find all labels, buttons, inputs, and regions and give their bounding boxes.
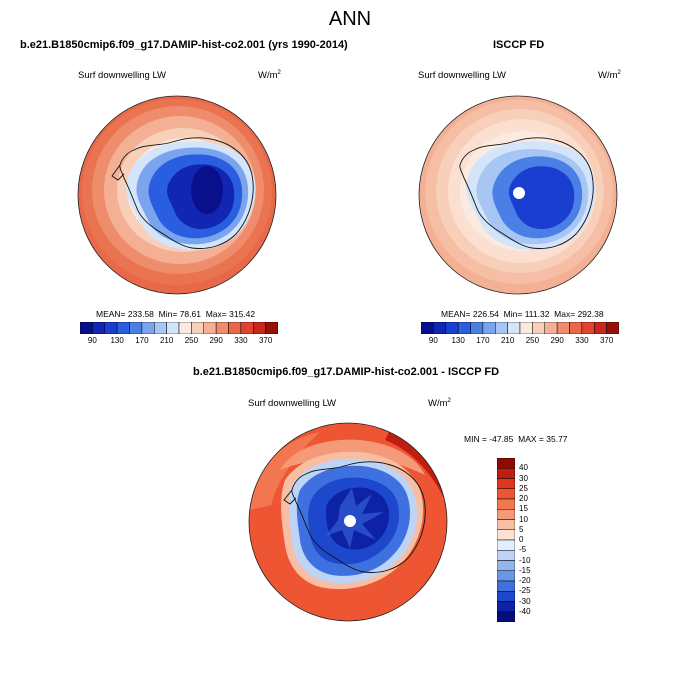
colorbar-tick-label: -10 [519,555,531,565]
colorbar-tick-label: -20 [519,576,531,585]
colorbar-swatch [497,560,515,571]
colorbar-tick-label: 290 [209,336,223,345]
colorbar-tick-label: 370 [258,336,273,345]
panel-1-colorbar-ticks: 90 130 170 210 250 290 330 370 [80,336,278,348]
colorbar-swatch [497,458,515,469]
colorbar-tick-label: 330 [234,336,248,345]
colorbar-tick-label: 210 [500,336,515,345]
colorbar-swatch [497,591,515,602]
colorbar-swatch [497,488,515,500]
panel-3-colorbar-ticks: 40 30 25 20 15 10 5 0 -5 -10 -15 -20 -25 -30 -40 [519,458,559,622]
colorbar-tick-label: 370 [599,336,614,345]
panel-2-variable-label: Surf downwelling LW [418,70,507,81]
colorbar-tick-label: 25 [519,483,528,493]
colorbar-swatch [497,519,515,530]
colorbar-swatch [497,529,515,541]
panel-1-variable-label: Surf downwelling LW [78,70,167,81]
panel-2-title: ISCCP FD [493,39,545,51]
colorbar-swatch [606,322,619,334]
colorbar-tick-label: 90 [428,336,438,345]
colorbar-tick-label: 170 [476,336,490,345]
figure-title: ANN [328,8,372,30]
colorbar-swatch [497,498,515,510]
colorbar-swatch [497,580,515,592]
panel-1-units: W/m2 [258,70,281,82]
colorbar-tick-label: 30 [519,473,528,483]
panel-2-stats: MEAN= 226.54 Min= 111.32 Max= 292.38 [441,309,604,319]
colorbar-swatch [265,322,278,334]
panel-3-variable-label: Surf downwelling LW [248,398,337,409]
colorbar-tick-label: -15 [519,565,531,575]
colorbar-swatch [497,550,515,561]
colorbar-tick-label: 330 [575,336,589,345]
panel-2-colorbar-ticks: 90 130 170 210 250 290 330 370 [421,336,619,348]
colorbar-tick-label: -30 [519,596,531,606]
panel-1-colorbar [80,322,278,334]
colorbar-swatch [497,539,515,551]
colorbar-tick-label: 5 [519,524,524,534]
colorbar-tick-label: 90 [87,336,97,345]
colorbar-tick-label: 250 [184,336,199,345]
colorbar-tick-label: 290 [550,336,564,345]
colorbar-swatch [497,468,515,479]
panel-2-units: W/m2 [598,70,621,82]
colorbar-tick-label: 130 [110,336,124,345]
colorbar-tick-label: 170 [135,336,149,345]
colorbar-tick-label: 0 [519,535,524,544]
panel-3-stats: MIN = -47.85 MAX = 35.77 [464,434,568,444]
panel-3-title: b.e21.B1850cmip6.f09_g17.DAMIP-hist-co2.… [193,366,500,378]
colorbar-tick-label: 10 [519,514,528,524]
panel-2-colorbar [421,322,619,334]
colorbar-tick-label: 210 [159,336,174,345]
colorbar-tick-label: 250 [525,336,540,345]
colorbar-tick-label: 20 [519,494,528,503]
colorbar-tick-label: 15 [519,504,528,514]
panel-3-units: W/m2 [428,398,451,410]
colorbar-tick-label: 130 [451,336,465,345]
colorbar-tick-label: 40 [519,463,528,473]
panel-1-title: b.e21.B1850cmip6.f09_g17.DAMIP-hist-co2.… [20,39,348,51]
colorbar-tick-label: -5 [519,545,527,555]
colorbar-swatch [497,601,515,612]
colorbar-swatch [497,478,515,489]
colorbar-swatch [497,509,515,520]
colorbar-tick-label: -40 [519,606,531,616]
panel-1-stats: MEAN= 233.58 Min= 78.61 Max= 315.42 [96,309,256,319]
colorbar-tick-label: -25 [519,586,531,596]
panel-3-colorbar [497,458,515,622]
colorbar-swatch [497,570,515,582]
colorbar-swatch [497,611,515,622]
